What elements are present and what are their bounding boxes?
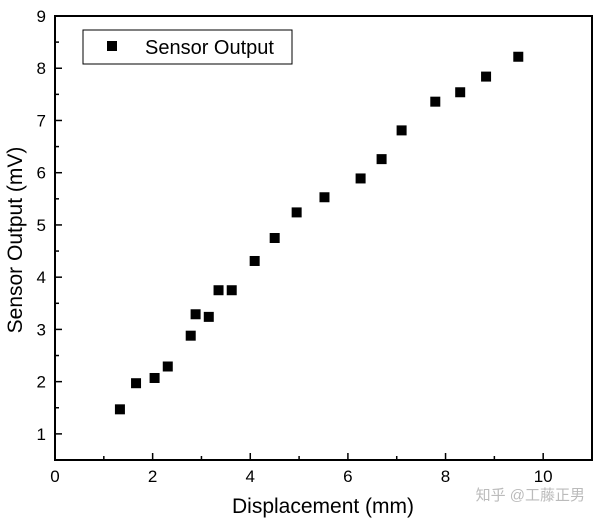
watermark: 知乎 @工藤正男: [476, 487, 585, 504]
y-tick-label: 8: [37, 59, 46, 78]
data-point: [430, 96, 441, 107]
y-axis-label: Sensor Output (mV): [4, 147, 27, 334]
y-tick-label: 6: [37, 164, 46, 183]
data-point: [226, 285, 237, 296]
x-axis-label: Displacement (mm): [232, 495, 414, 518]
legend-box: [82, 29, 293, 65]
x-tick-label: 10: [534, 467, 553, 486]
y-tick-label: 3: [37, 320, 46, 339]
data-point: [249, 255, 260, 266]
legend: Sensor Output: [82, 29, 293, 65]
data-point: [131, 378, 142, 389]
legend-marker: [107, 41, 117, 51]
data-point: [269, 233, 280, 243]
data-point: [481, 71, 492, 82]
data-point: [185, 330, 196, 341]
y-tick-label: 5: [37, 216, 46, 235]
x-tick-label: 2: [148, 467, 157, 486]
x-tick-label: 8: [441, 467, 450, 486]
data-point: [114, 404, 125, 415]
legend-label: Sensor Output: [145, 37, 274, 59]
data-point: [319, 192, 330, 203]
data-point: [355, 173, 366, 184]
y-tick-label: 9: [37, 7, 46, 26]
data-point: [190, 309, 201, 320]
data-point: [455, 87, 466, 98]
data-point: [213, 285, 224, 296]
y-tick-label: 7: [37, 111, 46, 130]
data-point: [291, 207, 302, 218]
y-tick-label: 1: [37, 425, 46, 444]
x-tick-label: 4: [246, 467, 255, 486]
data-point: [376, 154, 387, 165]
data-point: [396, 125, 407, 136]
y-tick-label: 4: [37, 268, 46, 287]
y-tick-label: 2: [37, 373, 46, 392]
data-point: [203, 311, 214, 322]
data-point: [513, 51, 524, 62]
data-point: [162, 361, 173, 372]
x-tick-label: 6: [343, 467, 352, 486]
data-point: [149, 372, 160, 383]
plot-frame: [54, 15, 593, 461]
x-tick-label: 0: [50, 467, 59, 486]
